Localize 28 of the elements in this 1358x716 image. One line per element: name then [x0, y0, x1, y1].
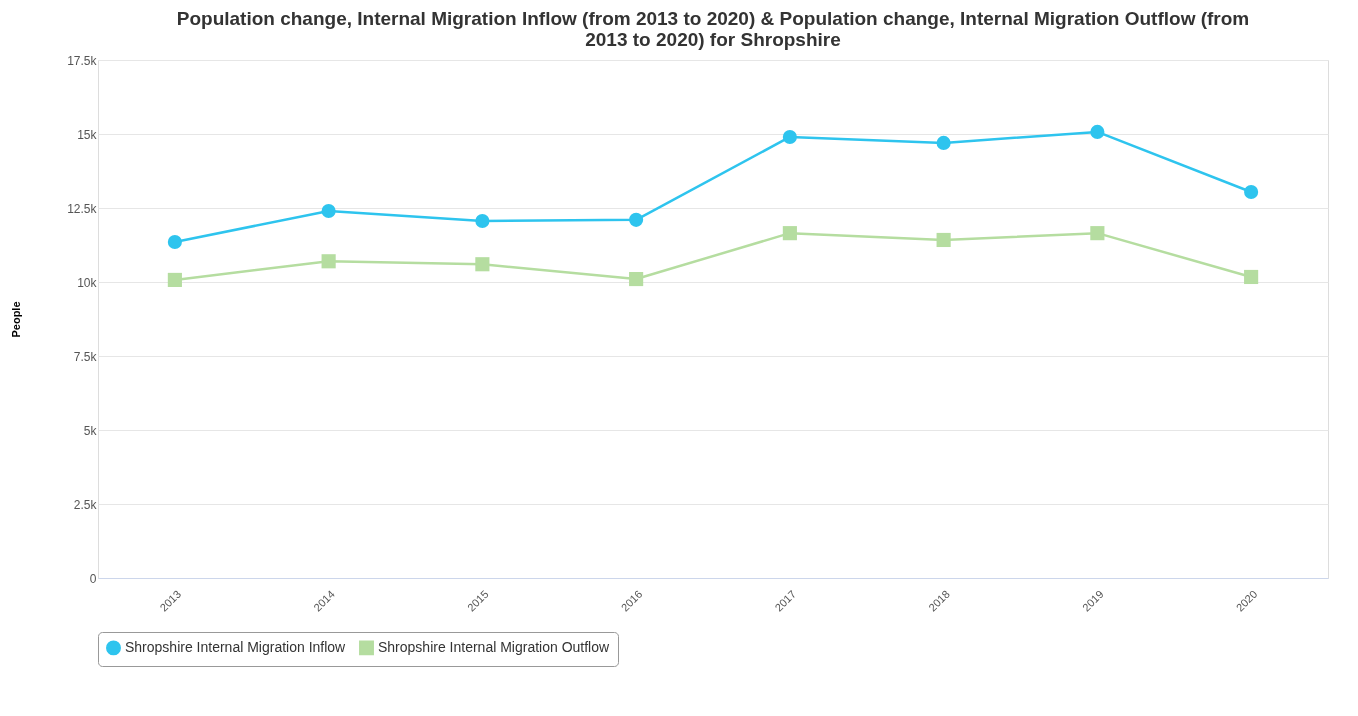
point — [1244, 184, 1259, 200]
chart-title: Population change, Internal Migration Inflow (from 2013 to 2020) & Population change, Internal Migration Outflow (from 2013 to 2020) for Shropshire — [176, 8, 1250, 50]
y-tick-label: 2.5k — [73, 497, 98, 512]
point — [1244, 269, 1259, 285]
point — [475, 257, 490, 272]
point — [629, 271, 644, 287]
legend-label: Shropshire Internal Migration Outflow — [378, 638, 610, 655]
y-tick-label: 17.5k — [67, 53, 98, 68]
point — [1090, 124, 1105, 139]
y-tick-label: 0 — [89, 571, 97, 586]
legend-label: Shropshire Internal Migration Inflow — [125, 638, 347, 655]
point — [782, 129, 797, 145]
point — [321, 254, 336, 269]
y-tick-label: 5k — [83, 423, 98, 438]
point — [782, 226, 797, 241]
y-tick-label: 7.5k — [73, 349, 98, 364]
point — [167, 234, 182, 250]
y-axis-title: People — [10, 301, 23, 338]
point — [936, 135, 951, 150]
point — [936, 232, 951, 248]
point — [629, 212, 644, 227]
point — [321, 203, 336, 219]
point — [475, 213, 490, 229]
point — [1090, 226, 1105, 241]
y-tick-label: 12.5k — [67, 201, 98, 216]
y-tick-label: 15k — [77, 127, 98, 142]
point — [167, 272, 182, 287]
y-tick-label: 10k — [77, 275, 98, 290]
